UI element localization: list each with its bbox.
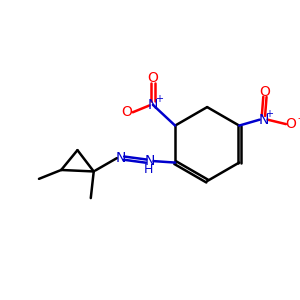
Text: O: O xyxy=(122,105,132,119)
Text: N: N xyxy=(148,98,158,112)
Text: -: - xyxy=(298,112,300,123)
Text: N: N xyxy=(115,151,126,165)
Text: +: + xyxy=(155,94,163,104)
Text: +: + xyxy=(266,109,273,119)
Text: N: N xyxy=(145,154,155,168)
Text: O: O xyxy=(285,117,296,131)
Text: O: O xyxy=(260,85,270,99)
Text: H: H xyxy=(144,163,153,176)
Text: O: O xyxy=(148,70,158,85)
Text: N: N xyxy=(258,113,268,127)
